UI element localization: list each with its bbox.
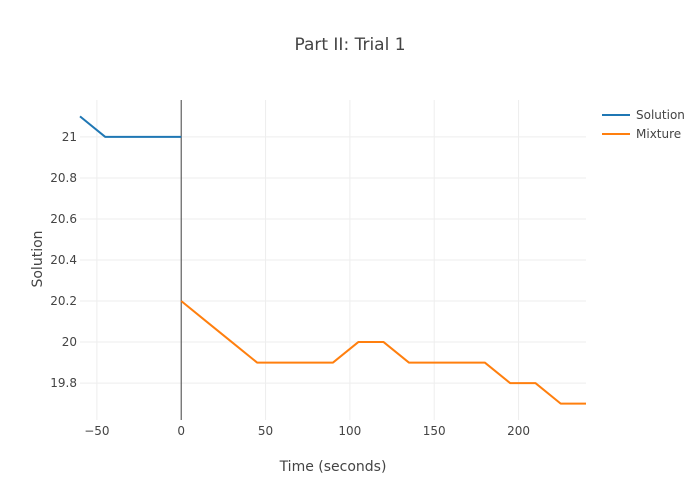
x-tick-label: 0 [177, 424, 185, 438]
y-axis-ticks: 19.8 20 20.2 20.4 20.6 20.8 21 [50, 130, 77, 390]
y-tick-label: 20.6 [50, 212, 77, 226]
y-tick-label: 19.8 [50, 376, 77, 390]
legend-label-solution: Solution [636, 108, 685, 122]
series-line-mixture[interactable] [180, 300, 586, 405]
series-line-solution[interactable] [79, 115, 182, 138]
x-axis-ticks: −50 0 50 100 150 200 [84, 424, 530, 438]
y-tick-label: 20.2 [50, 294, 77, 308]
x-tick-label: 50 [258, 424, 273, 438]
legend: Solution Mixture [602, 108, 685, 141]
y-tick-label: 20 [62, 335, 77, 349]
legend-item-solution[interactable]: Solution [602, 108, 685, 122]
gridlines [80, 100, 586, 420]
y-tick-label: 21 [62, 130, 77, 144]
x-tick-label: 100 [338, 424, 361, 438]
x-axis-title: Time (seconds) [279, 459, 387, 475]
series-layer [79, 115, 586, 405]
legend-item-mixture[interactable]: Mixture [602, 127, 681, 141]
legend-label-mixture: Mixture [636, 127, 681, 141]
chart-title: Part II: Trial 1 [294, 35, 405, 55]
x-tick-label: 200 [507, 424, 530, 438]
y-tick-label: 20.8 [50, 171, 77, 185]
y-axis-title: Solution [30, 230, 46, 287]
x-tick-label: −50 [84, 424, 109, 438]
y-tick-label: 20.4 [50, 253, 77, 267]
x-tick-label: 150 [423, 424, 446, 438]
